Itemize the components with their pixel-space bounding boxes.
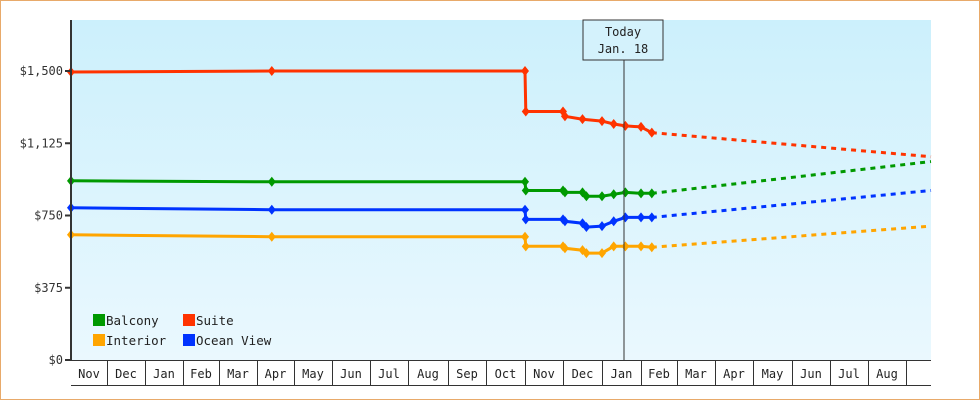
data-point[interactable] xyxy=(598,116,606,127)
data-point[interactable] xyxy=(267,176,276,187)
data-point[interactable] xyxy=(609,118,618,129)
x-month-label: Oct xyxy=(495,367,517,381)
data-point[interactable] xyxy=(521,241,530,252)
y-tick-label: $1,500 xyxy=(20,64,63,78)
data-point[interactable] xyxy=(521,214,530,225)
data-point[interactable] xyxy=(609,241,618,252)
data-point[interactable] xyxy=(521,231,529,242)
legend: Balcony Suite Interior Ocean View xyxy=(93,313,272,348)
data-point[interactable] xyxy=(621,212,630,223)
axes: $0 $375 $750 $1,125 $1,500 Nov Dec Jan Feb Mar Apr… xyxy=(20,20,931,386)
data-point[interactable] xyxy=(267,231,276,242)
today-date: Jan. 18 xyxy=(598,42,649,56)
x-month-label: Jul xyxy=(838,367,860,381)
data-point[interactable] xyxy=(647,127,656,138)
legend-swatch xyxy=(183,334,195,346)
x-month-label: Mar xyxy=(227,367,249,381)
x-month-label: Nov xyxy=(533,367,555,381)
data-point[interactable] xyxy=(647,188,656,199)
x-month-label: Jul xyxy=(378,367,400,381)
data-point[interactable] xyxy=(582,191,591,202)
data-point[interactable] xyxy=(521,66,529,76)
data-point[interactable] xyxy=(609,189,618,200)
data-point[interactable] xyxy=(598,191,606,202)
series-suite xyxy=(67,66,932,159)
data-point[interactable] xyxy=(521,204,529,215)
data-point[interactable] xyxy=(637,212,645,223)
legend-item-ocean-view: Ocean View xyxy=(183,333,272,348)
x-month-label: May xyxy=(302,367,324,381)
legend-swatch xyxy=(93,314,105,326)
y-tick-label: $0 xyxy=(49,353,63,367)
today-marker: Today Jan. 18 xyxy=(582,19,664,360)
legend-item-interior: Interior xyxy=(93,333,167,348)
legend-item-balcony: Balcony xyxy=(93,313,159,328)
y-tick-label: $375 xyxy=(34,281,63,295)
data-point[interactable] xyxy=(267,66,276,76)
legend-swatch xyxy=(183,314,195,326)
x-month-label: Jan xyxy=(611,367,633,381)
data-point[interactable] xyxy=(582,222,591,233)
data-point[interactable] xyxy=(560,243,569,254)
data-point[interactable] xyxy=(598,248,606,259)
y-tick-label: $1,125 xyxy=(20,136,63,150)
x-month-label: Jun xyxy=(340,367,362,381)
legend-label: Balcony xyxy=(106,313,159,328)
x-month-label: Dec xyxy=(572,367,594,381)
data-point[interactable] xyxy=(609,216,618,227)
data-point[interactable] xyxy=(521,176,529,187)
data-point[interactable] xyxy=(637,241,645,252)
data-point[interactable] xyxy=(621,241,630,252)
x-month-label: Apr xyxy=(723,367,745,381)
data-point[interactable] xyxy=(267,204,276,215)
legend-item-suite: Suite xyxy=(183,313,234,328)
data-point[interactable] xyxy=(647,242,656,253)
x-month-label: Nov xyxy=(78,367,100,381)
x-month-label: Aug xyxy=(876,367,898,381)
x-month-label: Feb xyxy=(190,367,212,381)
series-ocean-view xyxy=(67,188,932,233)
data-point[interactable] xyxy=(560,111,569,122)
data-point[interactable] xyxy=(598,221,606,232)
plot-area xyxy=(71,20,931,360)
series-balcony xyxy=(67,160,932,202)
x-month-label: Apr xyxy=(265,367,287,381)
x-month-label: May xyxy=(762,367,784,381)
legend-swatch xyxy=(93,334,105,346)
today-label: Today xyxy=(605,25,641,39)
series-layer xyxy=(67,66,932,259)
x-month-label: Jun xyxy=(800,367,822,381)
legend-label: Suite xyxy=(196,313,234,328)
x-month-label: Jan xyxy=(153,367,175,381)
x-month-label: Mar xyxy=(685,367,707,381)
data-point[interactable] xyxy=(578,114,587,125)
data-point[interactable] xyxy=(637,188,645,199)
data-point[interactable] xyxy=(560,216,569,227)
data-point[interactable] xyxy=(560,187,569,198)
y-tick-label: $750 xyxy=(34,209,63,223)
x-month-label: Dec xyxy=(115,367,137,381)
data-point[interactable] xyxy=(521,185,530,196)
x-month-label: Sep xyxy=(456,367,478,381)
data-point[interactable] xyxy=(582,248,591,259)
data-point[interactable] xyxy=(647,212,656,223)
data-point[interactable] xyxy=(637,121,645,132)
x-month-label: Feb xyxy=(648,367,670,381)
data-point[interactable] xyxy=(621,187,630,198)
legend-label: Ocean View xyxy=(196,333,272,348)
data-point[interactable] xyxy=(521,106,530,117)
data-point[interactable] xyxy=(621,120,630,131)
x-month-label: Aug xyxy=(417,367,439,381)
legend-label: Interior xyxy=(106,333,167,348)
